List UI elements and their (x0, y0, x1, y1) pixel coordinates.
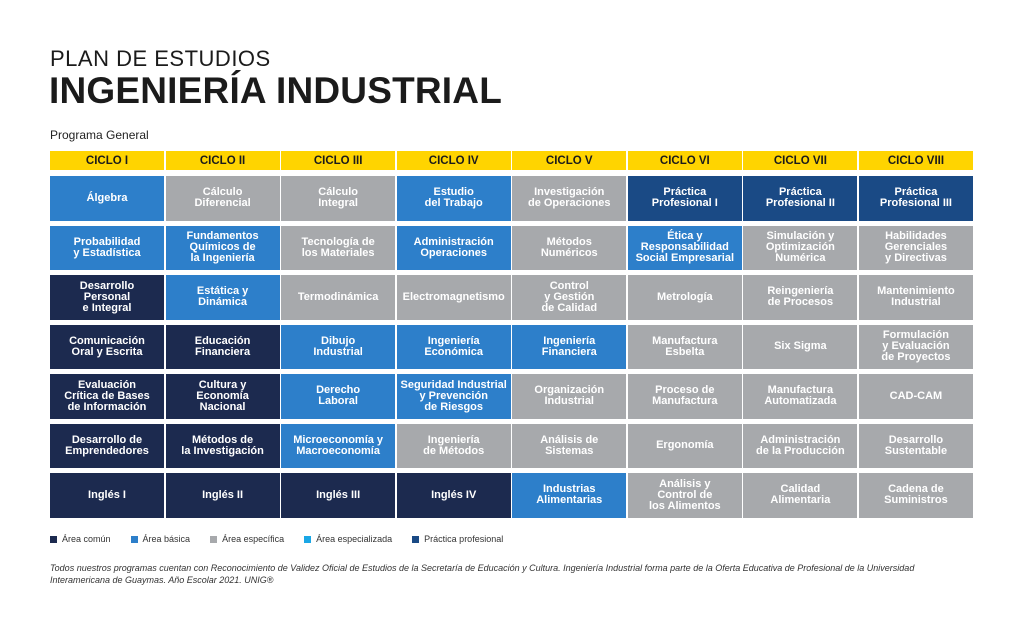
legend-swatch (412, 535, 420, 543)
legend-swatch (130, 535, 138, 543)
legend-label: Área específica (222, 534, 285, 544)
course-cell: Comunicación Oral y Escrita (50, 324, 164, 369)
course-cell: Práctica Profesional III (858, 176, 973, 221)
course-cell: Fundamentos Químicos de la Ingeniería (165, 225, 280, 270)
cycle-header: CICLO V (512, 151, 627, 170)
course-cell: Cálculo Diferencial (165, 176, 280, 221)
course-cell: Dibujo Industrial (281, 324, 396, 369)
course-cell: Cadena de Suministros (858, 473, 973, 518)
cycle-header: CICLO II (165, 151, 280, 170)
course-cell: Ergonomía (627, 423, 742, 468)
course-cell: Probabilidad y Estadística (50, 225, 164, 270)
course-cell: Análisis y Control de los Alimentos (627, 473, 742, 518)
course-cell: Termodinámica (281, 275, 396, 320)
course-cell: Tecnología de los Materiales (281, 225, 396, 270)
course-cell: Educación Financiera (165, 324, 280, 369)
course-cell: Electromagnetismo (396, 275, 511, 320)
course-cell: Estudio del Trabajo (396, 176, 511, 221)
legend-label: Área especializada (316, 534, 393, 544)
course-cell: Desarrollo Personal e Integral (50, 275, 164, 320)
legend-item: Área específica (210, 534, 284, 544)
area-legend: Área común Área básica Área específica Área… (50, 534, 523, 544)
cycle-column: CICLO II Cálculo Diferencial Fundamentos Q… (165, 151, 280, 523)
course-cell: Práctica Profesional II (743, 176, 858, 221)
course-cell: Inglés IV (396, 473, 511, 518)
curriculum-grid: CICLO I Álgebra Probabilidad y Estadística… (50, 151, 973, 523)
plan-subtitle: PLAN DE ESTUDIOS (50, 46, 271, 71)
course-cell: Métodos de la Investigación (165, 423, 280, 468)
cycle-column: CICLO VII Práctica Profesional II Simulaci… (743, 151, 858, 523)
course-cell: Seguridad Industrial y Prevención de Rie… (396, 374, 511, 419)
legend-item: Área especializada (304, 534, 392, 544)
cycle-header: CICLO I (50, 151, 164, 170)
cycle-header: CICLO VI (627, 151, 742, 170)
course-cell: Derecho Laboral (281, 374, 396, 419)
footnote: Todos nuestros programas cuentan con Rec… (50, 563, 915, 585)
course-cell: Proceso de Manufactura (627, 374, 742, 419)
legend-label: Área común (62, 534, 111, 544)
course-cell: Desarrollo de Emprendedores (50, 423, 164, 468)
cycle-header: CICLO III (281, 151, 396, 170)
course-cell: Industrias Alimentarias (512, 473, 627, 518)
course-cell: Simulación y Optimización Numérica (743, 225, 858, 270)
cycle-header: CICLO VIII (858, 151, 973, 170)
course-cell: Ingeniería Financiera (512, 324, 627, 369)
program-label: Programa General (50, 128, 149, 142)
course-cell: Ingeniería Económica (396, 324, 511, 369)
course-cell: Habilidades Gerenciales y Directivas (858, 225, 973, 270)
course-cell: Evaluación Crítica de Bases de Informaci… (50, 374, 164, 419)
legend-item: Área común (50, 534, 111, 544)
course-cell: Control y Gestión de Calidad (512, 275, 627, 320)
course-cell: Reingeniería de Procesos (743, 275, 858, 320)
course-cell: Six Sigma (743, 324, 858, 369)
course-cell: Inglés I (50, 473, 164, 518)
course-cell: Práctica Profesional I (627, 176, 742, 221)
course-cell: Inglés II (165, 473, 280, 518)
course-cell: CAD-CAM (858, 374, 973, 419)
course-cell: Estática y Dinámica (165, 275, 280, 320)
course-cell: Investigación de Operaciones (512, 176, 627, 221)
legend-swatch (50, 535, 57, 543)
legend-swatch (210, 535, 218, 543)
cycle-column: CICLO VIII Práctica Profesional III Habili… (858, 151, 973, 523)
course-cell: Organización Industrial (512, 374, 627, 419)
cycle-column: CICLO III Cálculo Integral Tecnología de l… (281, 151, 396, 523)
cycle-header: CICLO VII (743, 151, 858, 170)
course-cell: Manufactura Automatizada (743, 374, 858, 419)
course-cell: Ética y Responsabilidad Social Empresari… (627, 225, 742, 270)
course-cell: Manufactura Esbelta (627, 324, 742, 369)
legend-label: Área básica (142, 534, 191, 544)
course-cell: Administración de la Producción (743, 423, 858, 468)
course-cell: Análisis de Sistemas (512, 423, 627, 468)
course-cell: Microeconomía y Macroeconomía (281, 423, 396, 468)
legend-item: Área básica (130, 534, 191, 544)
course-cell: Administración Operaciones (396, 225, 511, 270)
course-cell: Métodos Numéricos (512, 225, 627, 270)
page-title: INGENIERÍA INDUSTRIAL (49, 70, 503, 111)
course-cell: Calidad Alimentaria (743, 473, 858, 518)
course-cell: Metrología (627, 275, 742, 320)
cycle-column: CICLO VI Práctica Profesional I Ética y Re… (627, 151, 742, 523)
course-cell: Mantenimiento Industrial (858, 275, 973, 320)
legend-label: Práctica profesional (424, 534, 504, 544)
legend-swatch (304, 535, 312, 543)
course-cell: Ingeniería de Métodos (396, 423, 511, 468)
course-cell: Desarrollo Sustentable (858, 423, 973, 468)
legend-item: Práctica profesional (412, 534, 503, 544)
cycle-column: CICLO IV Estudio del Trabajo Administració… (396, 151, 511, 523)
course-cell: Álgebra (50, 176, 164, 221)
cycle-header: CICLO IV (396, 151, 511, 170)
course-cell: Cálculo Integral (281, 176, 396, 221)
course-cell: Cultura y Economía Nacional (165, 374, 280, 419)
course-cell: Inglés III (281, 473, 396, 518)
cycle-column: CICLO I Álgebra Probabilidad y Estadística… (50, 151, 164, 523)
cycle-column: CICLO V Investigación de Operaciones Métod… (512, 151, 627, 523)
course-cell: Formulación y Evaluación de Proyectos (858, 324, 973, 369)
